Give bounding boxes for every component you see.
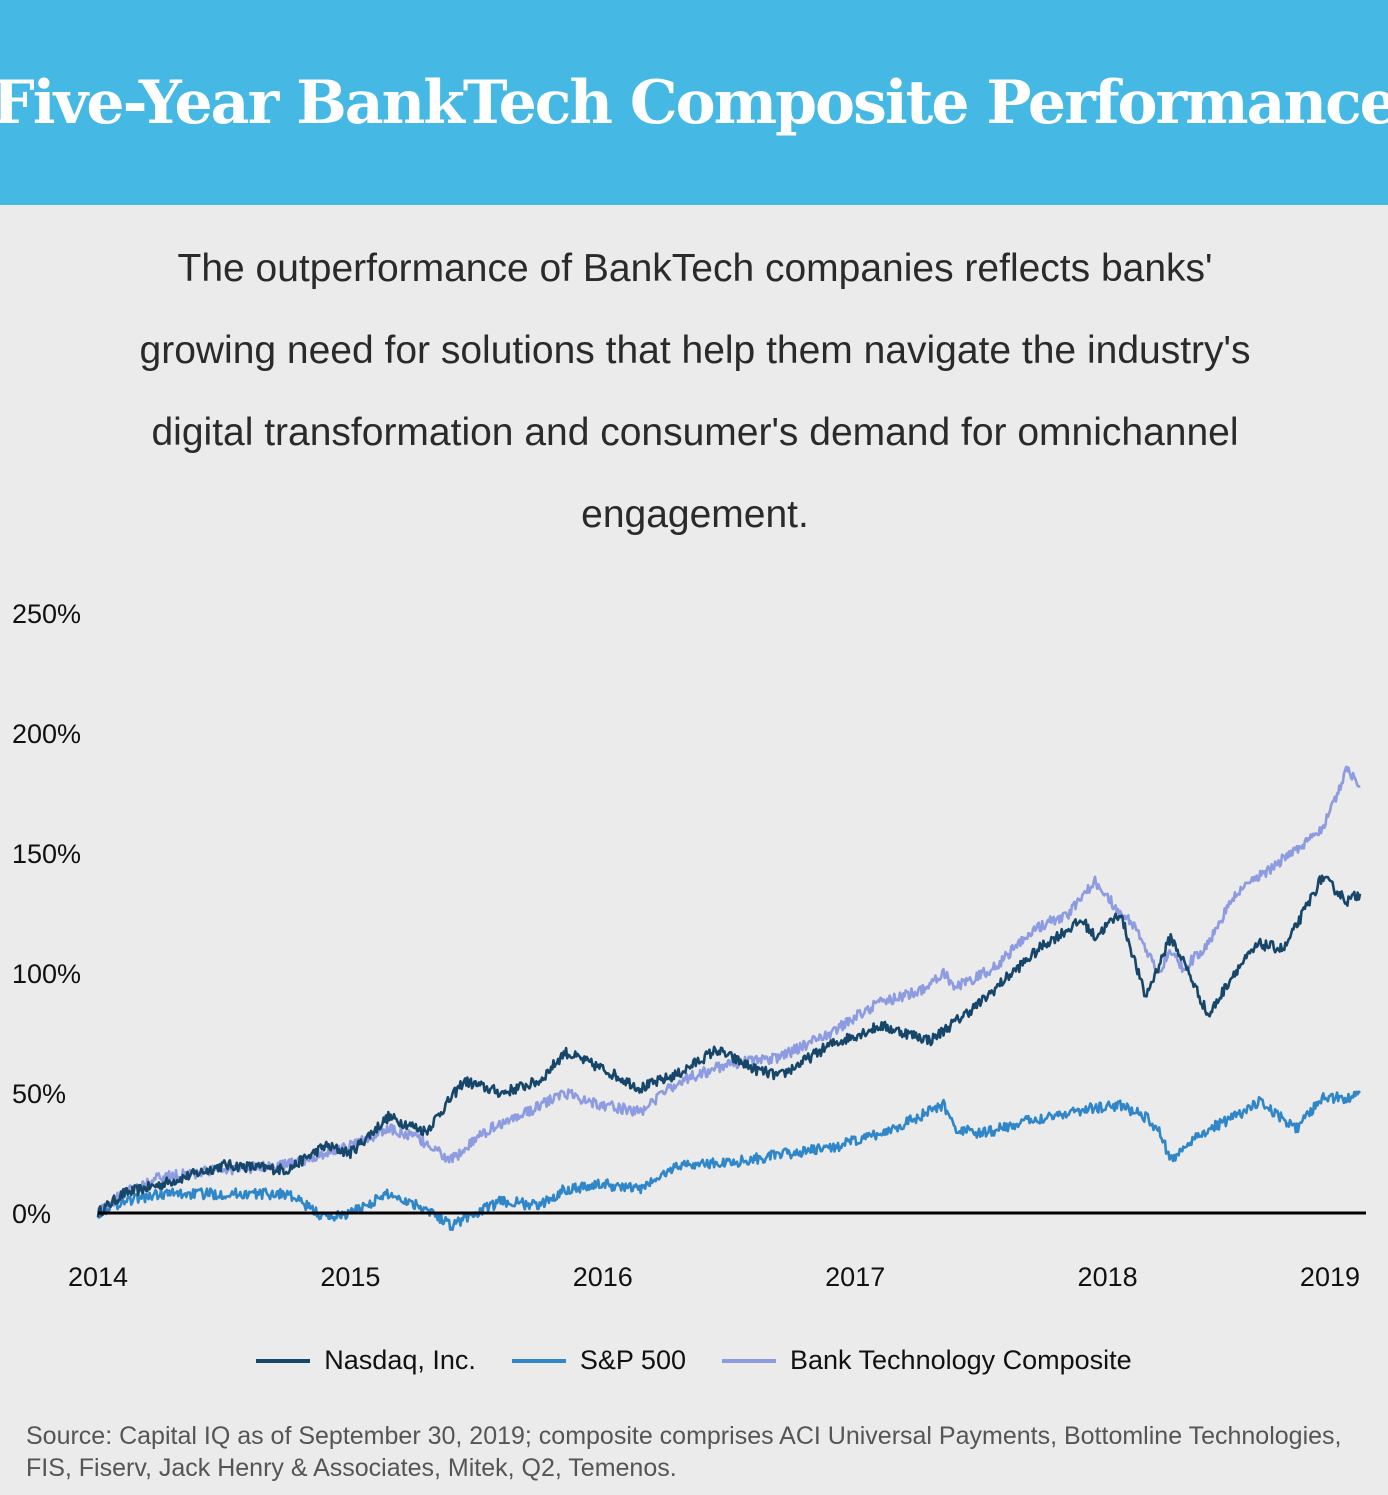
chart-legend: Nasdaq, Inc. S&P 500 Bank Technology Com… xyxy=(0,1345,1388,1376)
legend-label-nasdaq: Nasdaq, Inc. xyxy=(324,1345,476,1375)
series-layer xyxy=(96,765,1362,1232)
x-tick-label: 2016 xyxy=(573,1262,633,1292)
series-line-nasdaq xyxy=(96,874,1362,1218)
y-tick-label: 100% xyxy=(12,959,81,989)
x-tick-label: 2017 xyxy=(825,1262,885,1292)
legend-swatch-sp500 xyxy=(511,1358,566,1363)
legend-item-sp500: S&P 500 xyxy=(511,1345,686,1376)
legend-label-sp500: S&P 500 xyxy=(579,1345,686,1375)
title-banner: Five-Year BankTech Composite Performance xyxy=(0,0,1388,205)
source-note: Source: Capital IQ as of September 30, 2… xyxy=(26,1422,1342,1482)
y-tick-label: 50% xyxy=(12,1079,66,1109)
legend-swatch-banktech xyxy=(721,1358,776,1363)
chart-subtitle: The outperformance of BankTech companies… xyxy=(139,247,1251,536)
x-tick-label: 2015 xyxy=(320,1262,380,1292)
series-line-banktech xyxy=(96,765,1361,1218)
legend-label-banktech: Bank Technology Composite xyxy=(789,1345,1132,1375)
y-axis: 0% 50% 100% 150% 200% 250% xyxy=(12,599,81,1229)
x-tick-label: 2014 xyxy=(68,1262,128,1292)
y-tick-label: 0% xyxy=(12,1199,51,1229)
x-tick-label: 2018 xyxy=(1078,1262,1138,1292)
legend-item-banktech: Bank Technology Composite xyxy=(721,1345,1132,1376)
x-tick-label: 2019 xyxy=(1300,1262,1360,1292)
y-tick-label: 150% xyxy=(12,839,81,869)
page-title: Five-Year BankTech Composite Performance xyxy=(0,67,1388,138)
y-tick-label: 200% xyxy=(12,719,81,749)
x-axis: 2014 2015 2016 2017 2018 2019 xyxy=(68,1262,1360,1292)
performance-chart: 0%50%100%150%200%250% 2014 2015 2016 2017 20… xyxy=(12,599,1366,1292)
y-tick-label: 250% xyxy=(12,599,81,629)
legend-item-nasdaq: Nasdaq, Inc. xyxy=(256,1345,476,1376)
legend-swatch-nasdaq xyxy=(256,1358,311,1363)
series-line-sp500 xyxy=(97,1090,1361,1232)
